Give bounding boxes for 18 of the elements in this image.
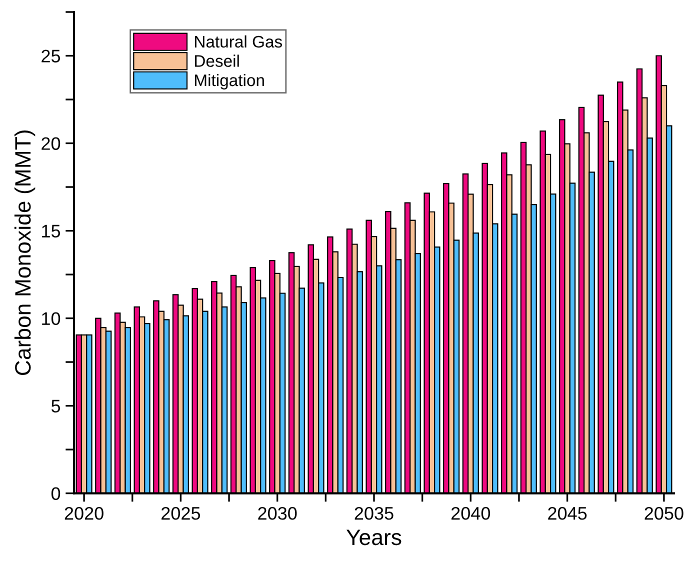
x-axis-title: Years xyxy=(346,530,402,546)
x-tick-label: 2030 xyxy=(258,506,297,520)
y-tick-label: 15 xyxy=(42,224,60,238)
legend-label: Deseil xyxy=(195,54,239,67)
y-tick-label: 0 xyxy=(51,487,60,500)
x-tick-label: 2035 xyxy=(354,506,394,520)
x-tick-label: 2040 xyxy=(451,506,490,520)
y-tick-label: 5 xyxy=(51,400,60,413)
legend-label: Mitigation xyxy=(195,74,264,90)
x-tick-label: 2025 xyxy=(162,506,200,520)
x-tick-label: 2045 xyxy=(548,506,587,520)
legend-label: Natural Gas xyxy=(195,35,282,48)
y-tick-label: 25 xyxy=(42,50,60,62)
x-tick-label: 2020 xyxy=(64,506,104,520)
x-tick-label: 2050 xyxy=(644,506,684,520)
y-axis-title: Carbon Monoxide (MMT) xyxy=(14,130,36,376)
y-tick-label: 20 xyxy=(42,137,60,150)
y-tick-label: 10 xyxy=(42,312,60,325)
